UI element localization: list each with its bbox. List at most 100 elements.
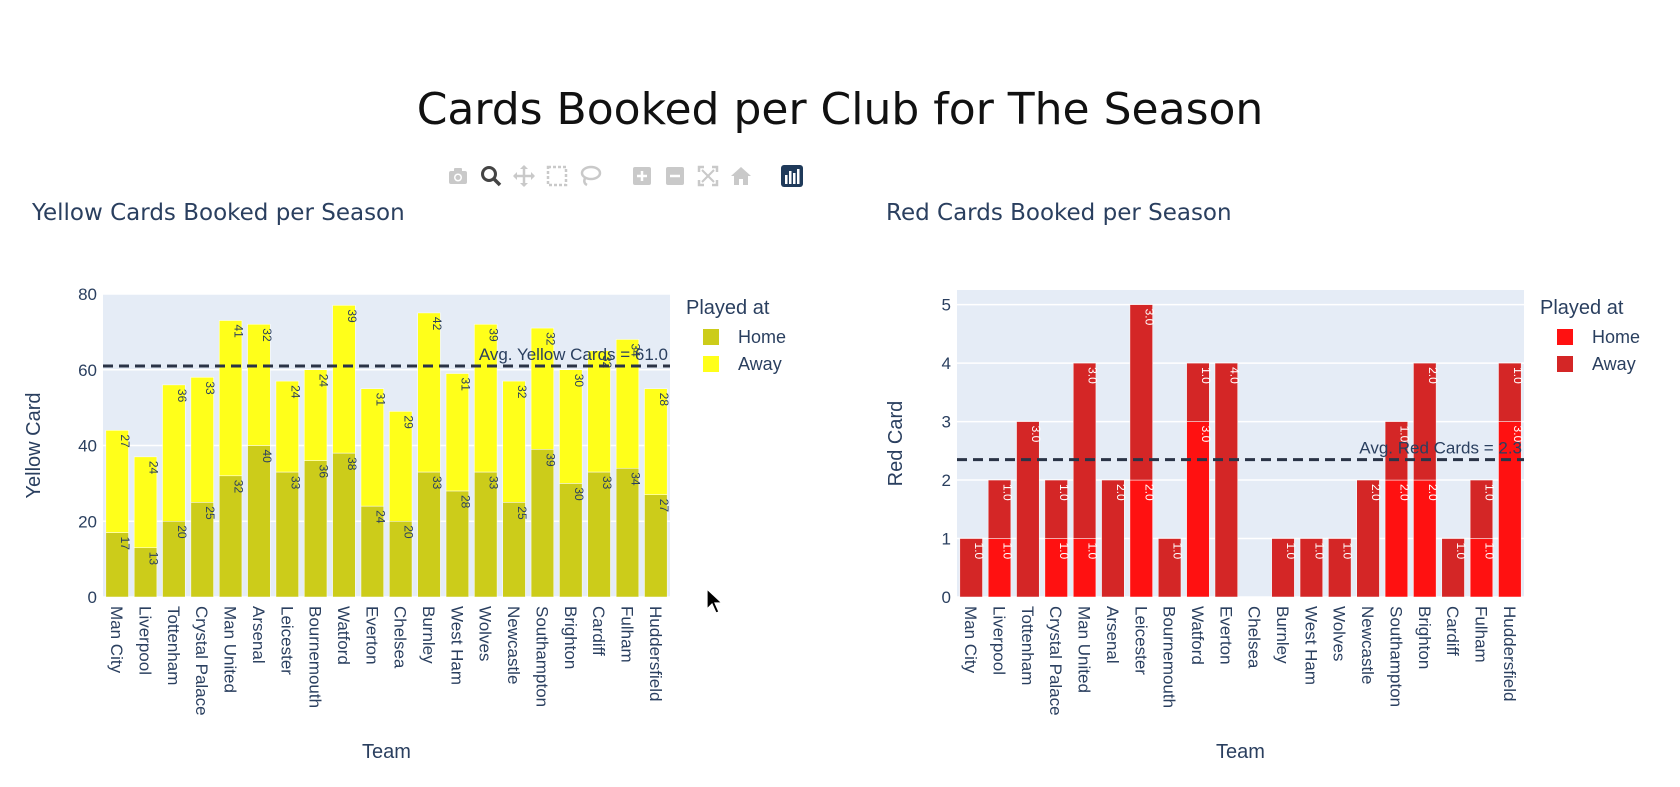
red-bar-away (1299, 538, 1323, 598)
yellow-bar-away (304, 369, 328, 461)
yellow-data-label: 32 (260, 328, 274, 342)
red-x-tick-label: Southampton (1386, 606, 1405, 707)
plotly-logo-icon[interactable] (779, 163, 805, 189)
yellow-data-label: 33 (430, 476, 444, 490)
red-average-label: Avg. Red Cards = 2.3 (1359, 439, 1522, 458)
mouse-cursor-icon (706, 588, 724, 614)
yellow-data-label: 24 (373, 510, 387, 524)
yellow-bar-away (502, 380, 526, 503)
yellow-x-tick-label: Brighton (561, 606, 580, 669)
red-data-label: 1.0 (1199, 367, 1213, 384)
autoscale-icon[interactable] (695, 163, 721, 189)
red-bar-away (1469, 479, 1494, 539)
pan-icon[interactable] (511, 163, 537, 189)
red-data-label: 1.0 (1086, 543, 1100, 560)
red-data-label: 3.0 (1199, 426, 1213, 443)
red-data-label: 3.0 (1142, 309, 1156, 326)
yellow-data-label: 30 (572, 374, 586, 388)
red-bar-away (1044, 479, 1068, 539)
red-data-label: 4.0 (1227, 367, 1241, 384)
yellow-x-tick-label: Chelsea (391, 606, 410, 669)
lasso-icon[interactable] (577, 163, 603, 189)
red-data-label: 2.0 (1426, 484, 1440, 501)
yellow-x-tick-label: Wolves (476, 606, 495, 661)
red-legend-swatch (1557, 356, 1573, 372)
red-bar-away (1214, 362, 1238, 598)
yellow-x-tick-label: West Ham (447, 606, 466, 685)
yellow-data-label: 29 (402, 415, 416, 429)
zoom-icon[interactable] (478, 163, 504, 189)
red-bar-away (1271, 538, 1295, 598)
red-data-label: 1.0 (1482, 484, 1496, 501)
yellow-data-label: 25 (203, 506, 217, 520)
yellow-bar-away (474, 324, 498, 473)
yellow-bar-away (218, 320, 243, 477)
yellow-data-label: 38 (345, 457, 359, 471)
yellow-bar-home (417, 471, 441, 598)
yellow-bar-away (360, 388, 384, 507)
red-data-label: 2.0 (1114, 484, 1128, 501)
yellow-data-label: 27 (118, 434, 132, 448)
zoom-out-icon[interactable] (662, 163, 688, 189)
yellow-y-axis-title: Yellow Card (23, 393, 45, 499)
page-title: Cards Booked per Club for The Season (416, 84, 1264, 135)
yellow-data-label: 39 (543, 453, 557, 467)
yellow-data-label: 36 (317, 465, 331, 479)
red-x-tick-label: Crystal Palace (1046, 606, 1065, 716)
red-x-tick-label: Fulham (1471, 606, 1490, 663)
red-data-label: 2.0 (1397, 484, 1411, 501)
yellow-bar-home (247, 445, 271, 598)
yellow-x-tick-label: Fulham (617, 606, 636, 663)
red-bar-away (1016, 421, 1040, 598)
red-data-label: 3.0 (1511, 426, 1525, 443)
yellow-bar-away (615, 339, 640, 469)
red-legend-title: Played at (1540, 297, 1624, 319)
red-bar-away (1498, 362, 1522, 422)
red-x-tick-label: Bournemouth (1160, 606, 1179, 708)
camera-icon[interactable] (445, 163, 471, 189)
yellow-data-label: 13 (147, 552, 161, 566)
yellow-x-tick-label: Burnley (419, 606, 438, 664)
yellow-data-label: 30 (572, 487, 586, 501)
yellow-y-tick-label: 20 (78, 512, 97, 531)
yellow-data-label: 32 (232, 480, 246, 494)
red-bar-away (1328, 538, 1352, 598)
yellow-data-label: 33 (600, 476, 614, 490)
red-bar-away (959, 538, 983, 598)
reset-axes-icon[interactable] (728, 163, 754, 189)
red-x-tick-label: Leicester (1131, 606, 1150, 675)
red-y-tick-label: 3 (942, 413, 951, 432)
red-x-tick-label: Arsenal (1103, 606, 1122, 664)
yellow-bar-home (332, 452, 356, 598)
red-bar-away (1384, 421, 1409, 481)
yellow-bar-away (162, 384, 186, 522)
yellow-y-tick-label: 0 (88, 588, 97, 607)
red-legend-item: Home (1592, 327, 1640, 347)
red-chart-title: Red Cards Booked per Season (886, 200, 1232, 226)
yellow-data-label: 32 (515, 385, 529, 399)
yellow-legend-swatch (703, 329, 719, 345)
yellow-y-tick-label: 40 (78, 437, 97, 456)
yellow-data-label: 41 (232, 325, 246, 339)
yellow-data-label: 33 (288, 476, 302, 490)
yellow-data-label: 39 (487, 328, 501, 342)
zoom-in-icon[interactable] (629, 163, 655, 189)
red-bar-away (1356, 479, 1380, 598)
box-select-icon[interactable] (544, 163, 570, 189)
yellow-x-tick-label: Watford (334, 606, 353, 665)
yellow-legend-title: Played at (686, 297, 770, 319)
yellow-bar-away (275, 380, 299, 473)
red-data-label: 3.0 (1086, 367, 1100, 384)
yellow-data-label: 33 (487, 476, 501, 490)
red-bar-away (987, 479, 1012, 539)
yellow-data-label: 24 (147, 461, 161, 475)
red-x-tick-label: Cardiff (1443, 606, 1462, 656)
red-bar-away (1072, 362, 1097, 539)
yellow-bar-away (105, 430, 129, 533)
yellow-bar-away (247, 324, 271, 446)
red-x-tick-label: Man United (1075, 606, 1094, 693)
red-y-tick-label: 5 (942, 296, 951, 315)
yellow-data-label: 24 (317, 374, 331, 388)
yellow-data-label: 31 (373, 393, 387, 407)
yellow-data-label: 24 (288, 385, 302, 399)
